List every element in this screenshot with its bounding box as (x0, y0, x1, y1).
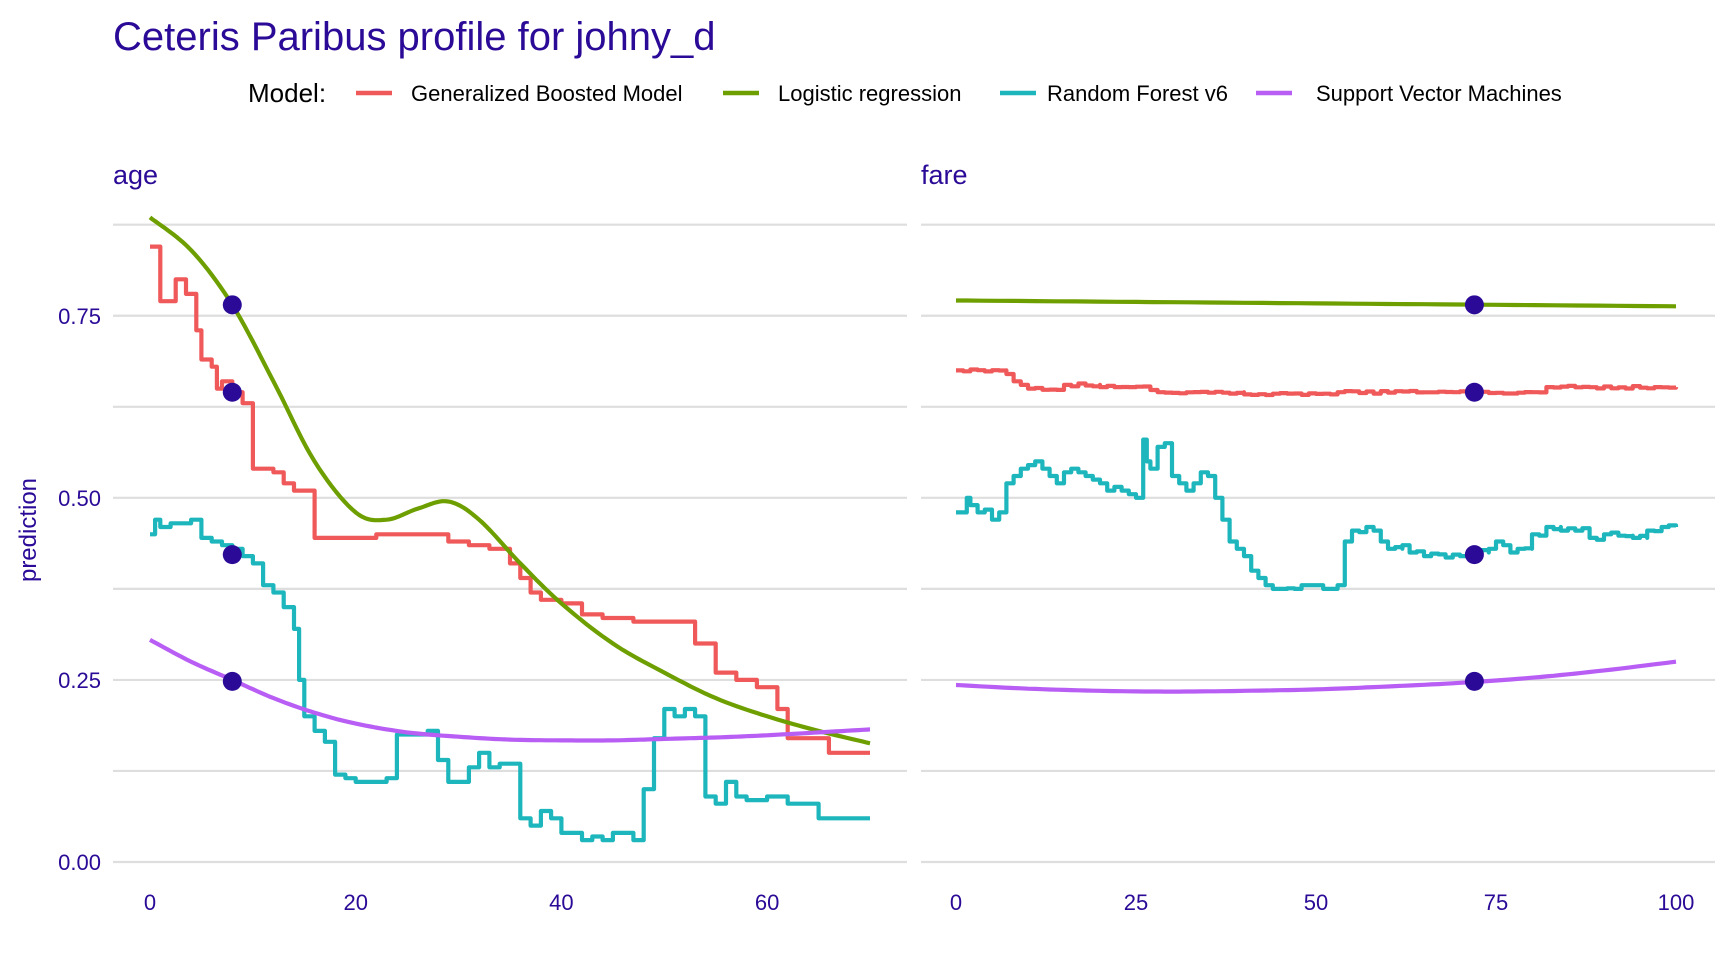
x-tick-label: 50 (1304, 890, 1328, 915)
x-tick-label: 75 (1484, 890, 1508, 915)
observation-point (222, 671, 242, 691)
x-tick-label: 60 (755, 890, 779, 915)
y-tick-labels: 0.00 0.25 0.50 0.75 (58, 304, 101, 875)
gridlines (921, 223, 1715, 864)
x-tick-label: 25 (1124, 890, 1148, 915)
series-line-support-vector-machines (955, 659, 1677, 694)
y-tick-label: 0.25 (58, 668, 101, 693)
observation-point (1464, 295, 1484, 315)
series-line-logistic-regression (148, 215, 871, 746)
panel-strip-age: age (113, 160, 158, 190)
y-tick-label: 0.00 (58, 850, 101, 875)
observation-point (222, 295, 242, 315)
series-line-logistic-regression (956, 298, 1677, 309)
legend-label-svm: Support Vector Machines (1316, 81, 1562, 106)
series-line-random-forest-v6 (956, 437, 1679, 591)
chart-title: Ceteris Paribus profile for johny_d (113, 15, 716, 59)
observation-point (1464, 545, 1484, 565)
legend-label-rf: Random Forest v6 (1047, 81, 1228, 106)
series-line-random-forest-v6 (150, 517, 870, 843)
legend: Model: Generalized Boosted Model Logisti… (248, 78, 1562, 108)
series-line-support-vector-machines (148, 638, 871, 743)
legend-label-gbm: Generalized Boosted Model (411, 81, 683, 106)
gridlines (113, 223, 907, 864)
legend-title: Model: (248, 78, 326, 108)
panel-fare: fare 0 25 50 75 100 (921, 160, 1715, 915)
observation-point (1464, 671, 1484, 691)
panel-strip-fare: fare (921, 160, 968, 190)
observation-point (222, 545, 242, 565)
x-tick-label: 100 (1658, 890, 1695, 915)
x-tick-label: 0 (950, 890, 962, 915)
observation-point (222, 382, 242, 402)
x-tick-label: 0 (144, 890, 156, 915)
y-tick-label: 0.75 (58, 304, 101, 329)
y-tick-label: 0.50 (58, 486, 101, 511)
x-tick-label: 40 (549, 890, 573, 915)
legend-label-logistic: Logistic regression (778, 81, 961, 106)
panel-age: age 0 20 40 60 (113, 160, 907, 915)
series-line-generalized-boosted-model (956, 367, 1679, 398)
series-line-generalized-boosted-model (150, 244, 870, 755)
x-tick-label: 20 (343, 890, 367, 915)
y-axis-title: prediction (15, 478, 42, 582)
observation-point (1464, 382, 1484, 402)
